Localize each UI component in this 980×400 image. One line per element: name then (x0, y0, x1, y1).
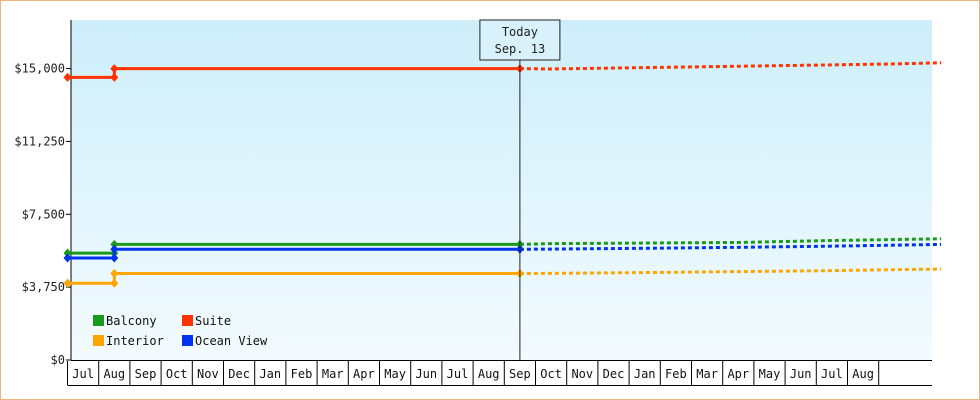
month-label: Mar (322, 367, 344, 381)
month-label: Jul (72, 367, 94, 381)
month-label: Jul (447, 367, 469, 381)
data-point (63, 72, 72, 82)
data-point (110, 269, 119, 279)
month-label: Oct (166, 367, 188, 381)
month-label: Jun (415, 367, 437, 381)
today-date: Sep. 13 (495, 42, 546, 56)
month-label: Dec (603, 367, 625, 381)
plot-background (71, 20, 932, 360)
data-point (63, 278, 72, 288)
month-label: Aug (103, 367, 125, 381)
forecast-line-suite (519, 61, 942, 71)
month-label: Jul (821, 367, 843, 381)
month-label: May (384, 367, 406, 381)
data-point (110, 64, 119, 74)
data-point (110, 72, 119, 82)
y-tick-label: $3,750 (22, 280, 65, 294)
legend-swatch (182, 335, 193, 346)
forecast-line-interior (519, 267, 942, 276)
today-label: Today (502, 25, 538, 39)
month-label: Sep (135, 367, 157, 381)
month-label: Dec (228, 367, 250, 381)
month-label: Feb (665, 367, 687, 381)
month-label: Aug (852, 367, 874, 381)
y-tick-label: $7,500 (22, 207, 65, 221)
month-label: Apr (353, 367, 375, 381)
legend-entry: Balcony (106, 314, 157, 328)
forecast-line-balcony (519, 237, 942, 246)
month-label: Jan (634, 367, 656, 381)
data-point (63, 248, 72, 258)
data-point (110, 253, 119, 263)
legend-swatch (93, 335, 104, 346)
legend-swatch (93, 315, 104, 326)
data-point (63, 253, 72, 263)
month-label: Oct (540, 367, 562, 381)
data-point (110, 244, 119, 254)
data-point (110, 239, 119, 249)
today-box (479, 19, 561, 61)
legend-entry: Suite (195, 314, 231, 328)
y-tick-label: $11,250 (14, 134, 65, 148)
month-label: Nov (571, 367, 593, 381)
month-label: Apr (727, 367, 749, 381)
month-label: Nov (197, 367, 219, 381)
month-label: Feb (291, 367, 313, 381)
month-label: Mar (696, 367, 718, 381)
y-tick-label: $15,000 (14, 62, 65, 76)
month-label: Sep (509, 367, 531, 381)
month-label: Jan (259, 367, 281, 381)
legend-entry: Interior (106, 334, 164, 348)
month-label: Aug (478, 367, 500, 381)
month-label: May (759, 367, 781, 381)
legend-swatch (182, 315, 193, 326)
y-tick-label: $0 (51, 353, 65, 367)
data-point (110, 278, 119, 288)
legend-entry: Ocean View (195, 334, 268, 348)
month-label: Jun (790, 367, 812, 381)
forecast-line-ocean-view (519, 242, 942, 251)
series-line-interior (67, 272, 520, 285)
